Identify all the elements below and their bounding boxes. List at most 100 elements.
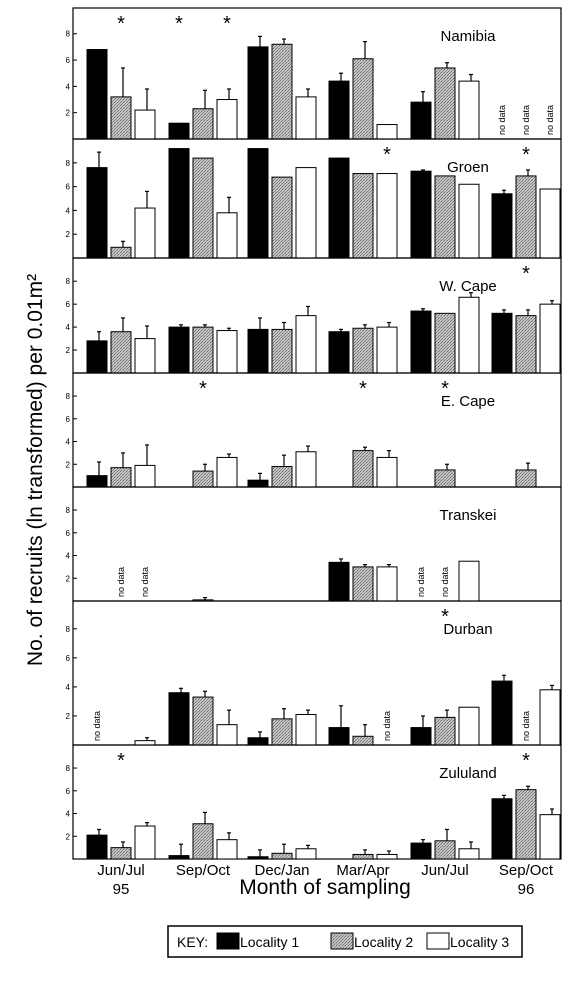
- bar-groen-month-3-locality-3: [295, 167, 317, 259]
- bar-e-cape-month-4-locality-3: [376, 456, 398, 488]
- y-tick-label: 2: [66, 712, 71, 721]
- bar-zululand-month-6-locality-2: [515, 789, 537, 860]
- bar-groen-month-4-locality-2: [352, 173, 374, 259]
- y-tick-label: 4: [66, 683, 71, 692]
- bar-durban-month-3-locality-1: [247, 737, 269, 746]
- significance-star: *: [522, 144, 530, 166]
- y-tick-label: 8: [66, 159, 71, 168]
- y-tick-label: 2: [66, 109, 71, 118]
- bar-transkei-month-5-locality-3: [458, 560, 480, 602]
- panel-title: Zululand: [439, 765, 497, 782]
- bar-groen-month-4-locality-3: [376, 173, 398, 259]
- x-tick-label: Jun/Jul: [421, 862, 469, 879]
- y-tick-label: 6: [66, 183, 71, 192]
- bar-namibia-month-5-locality-3: [458, 80, 480, 140]
- y-tick-label: 2: [66, 230, 71, 239]
- bar-groen-month-1-locality-3: [134, 207, 156, 259]
- panel-frame: [72, 744, 562, 860]
- panel-title: Transkei: [440, 507, 497, 524]
- y-tick-label: 8: [66, 625, 71, 634]
- y-tick-label: 6: [66, 56, 71, 65]
- y-axis-title: No. of recruits (ln transformed) per 0.0…: [24, 274, 47, 666]
- bar-groen-month-6-locality-3: [539, 188, 561, 259]
- bar-durban-month-2-locality-1: [168, 692, 190, 746]
- x-axis-title: Month of sampling: [239, 876, 411, 899]
- bar-w-cape-month-6-locality-1: [491, 312, 513, 374]
- bar-groen-month-1-locality-1: [86, 167, 108, 259]
- x-tick-label: Sep/Oct: [499, 862, 554, 879]
- bar-namibia-month-2-locality-3: [216, 99, 238, 140]
- bar-durban-month-1-locality-3: [134, 740, 156, 746]
- bar-groen-month-3-locality-2: [271, 176, 293, 259]
- significance-star: *: [522, 750, 530, 772]
- bar-zululand-month-3-locality-3: [295, 848, 317, 860]
- bar-e-cape-month-1-locality-1: [86, 475, 108, 488]
- bar-e-cape-month-1-locality-2: [110, 467, 132, 488]
- legend-swatch-locality-1: [216, 932, 240, 950]
- y-tick-label: 2: [66, 460, 71, 469]
- x-tick-year-label: 96: [518, 881, 535, 898]
- bar-durban-month-3-locality-3: [295, 713, 317, 746]
- bar-namibia-month-2-locality-1: [168, 122, 190, 140]
- y-tick-label: 6: [66, 300, 71, 309]
- bar-groen-month-2-locality-2: [192, 157, 214, 259]
- panel-groen: 2 4 6 8 Groen * *: [66, 138, 562, 259]
- legend-label-locality-1: Locality 1: [240, 934, 299, 950]
- x-tick-label: Jun/Jul: [97, 862, 145, 879]
- no-data-label: no data: [521, 711, 531, 741]
- x-tick-year-label: 95: [113, 881, 130, 898]
- bar-zululand-month-2-locality-1: [168, 855, 190, 860]
- bar-zululand-month-5-locality-1: [410, 842, 432, 860]
- y-tick-label: 2: [66, 832, 71, 841]
- bar-w-cape-month-2-locality-2: [192, 326, 214, 374]
- x-tick-label: Sep/Oct: [176, 862, 231, 879]
- y-tick-label: 4: [66, 810, 71, 819]
- legend: KEY: Locality 1 Locality 2 Locality 3: [167, 925, 523, 958]
- bar-groen-month-2-locality-3: [216, 212, 238, 259]
- bar-durban-month-6-locality-1: [491, 680, 513, 746]
- bar-e-cape-month-4-locality-2: [352, 450, 374, 488]
- panel-title: Durban: [443, 621, 492, 638]
- bar-e-cape-month-2-locality-3: [216, 456, 238, 488]
- bar-namibia-month-1-locality-3: [134, 109, 156, 140]
- significance-star: *: [223, 13, 231, 35]
- panel-title: E. Cape: [441, 393, 495, 410]
- y-tick-label: 6: [66, 654, 71, 663]
- y-tick-label: 2: [66, 346, 71, 355]
- legend-swatch-locality-3: [426, 932, 450, 950]
- bar-groen-month-5-locality-1: [410, 170, 432, 259]
- bar-w-cape-month-2-locality-3: [216, 330, 238, 374]
- bar-durban-month-5-locality-1: [410, 727, 432, 746]
- no-data-label: no data: [545, 105, 555, 135]
- bar-w-cape-month-4-locality-2: [352, 327, 374, 374]
- bar-namibia-month-1-locality-1: [86, 49, 108, 140]
- y-tick-label: 4: [66, 438, 71, 447]
- panel-title: Groen: [447, 159, 489, 176]
- y-tick-label: 4: [66, 206, 71, 215]
- bar-zululand-month-5-locality-3: [458, 848, 480, 860]
- bar-w-cape-month-1-locality-3: [134, 338, 156, 374]
- no-data-label: no data: [440, 567, 450, 597]
- y-tick-label: 6: [66, 529, 71, 538]
- bar-zululand-month-1-locality-1: [86, 834, 108, 860]
- bar-groen-month-3-locality-1: [247, 148, 269, 259]
- bar-e-cape-month-2-locality-2: [192, 470, 214, 488]
- bar-zululand-month-4-locality-3: [376, 853, 398, 860]
- significance-star: *: [117, 750, 125, 772]
- bar-durban-month-6-locality-3: [539, 689, 561, 746]
- y-tick-label: 8: [66, 277, 71, 286]
- bar-zululand-month-4-locality-2: [352, 853, 374, 860]
- bar-durban-month-5-locality-2: [434, 716, 456, 746]
- x-tick-label: Dec/Jan: [254, 862, 309, 879]
- bar-zululand-month-1-locality-2: [110, 847, 132, 860]
- bar-namibia-month-1-locality-2: [110, 96, 132, 140]
- bar-e-cape-month-3-locality-1: [247, 479, 269, 488]
- bar-durban-month-4-locality-1: [328, 727, 350, 746]
- panel-w-cape: 2 4 6 8 W. Cape *: [66, 257, 562, 374]
- panel-namibia: 2 4 6 8 Namibia * * * no data no data no data: [66, 7, 562, 140]
- bar-namibia-month-3-locality-3: [295, 96, 317, 140]
- no-data-label: no data: [497, 105, 507, 135]
- significance-star: *: [175, 13, 183, 35]
- significance-star: *: [359, 378, 367, 400]
- significance-star: *: [441, 378, 449, 400]
